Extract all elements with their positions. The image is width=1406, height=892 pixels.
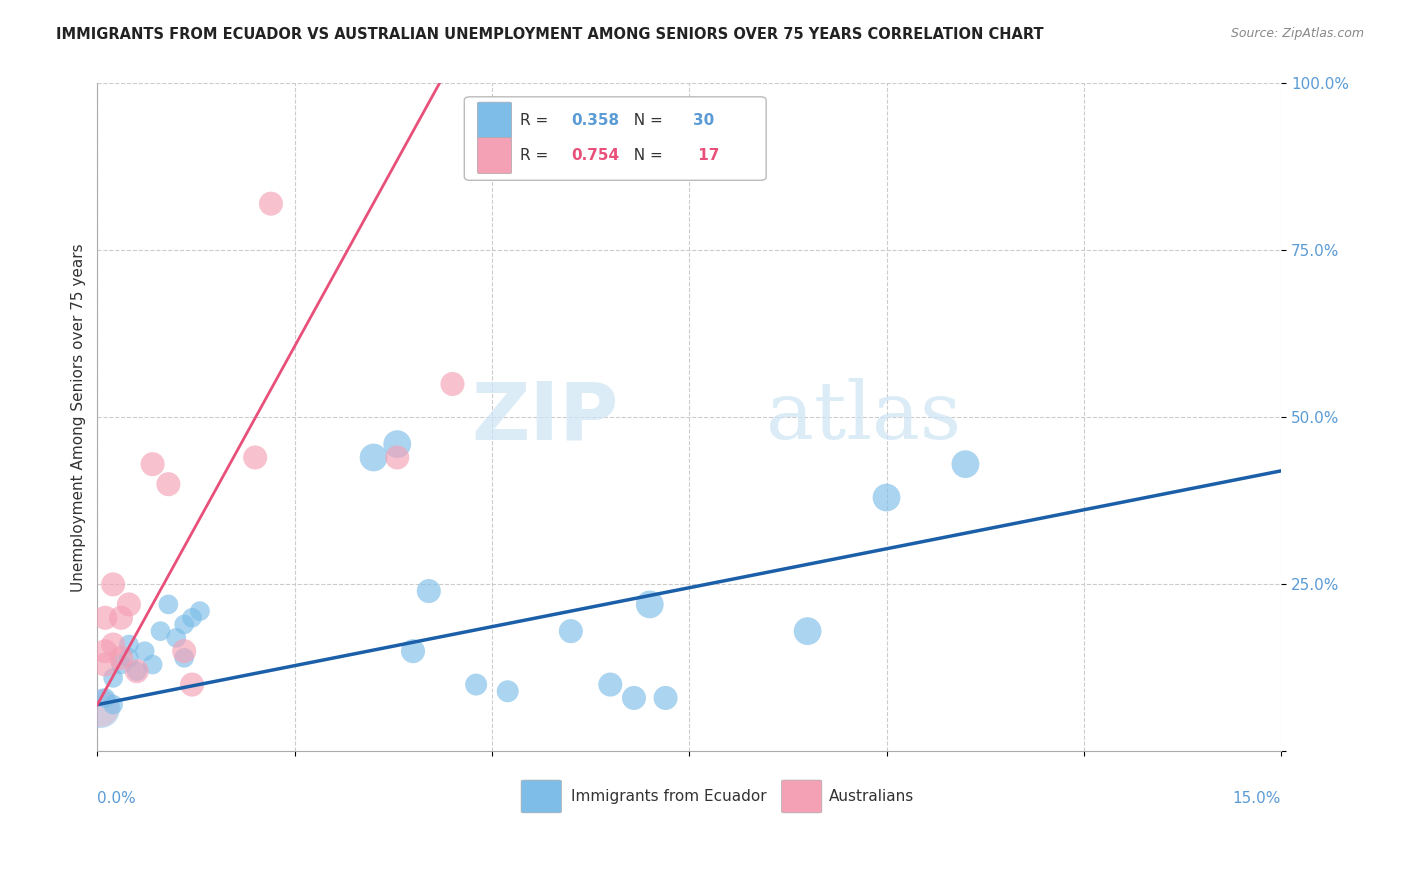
- Text: Australians: Australians: [830, 789, 914, 805]
- Point: [173, 617, 195, 632]
- Point: [94, 611, 117, 625]
- Point: [89, 701, 111, 715]
- Text: Immigrants from Ecuador: Immigrants from Ecuador: [571, 789, 766, 805]
- Point: [118, 598, 141, 612]
- Text: N =: N =: [624, 148, 668, 163]
- Point: [173, 651, 195, 665]
- Point: [110, 657, 132, 672]
- Point: [796, 624, 818, 639]
- Point: [173, 644, 195, 658]
- Text: 0.754: 0.754: [571, 148, 619, 163]
- Point: [142, 657, 165, 672]
- Point: [418, 584, 440, 599]
- Point: [623, 690, 645, 705]
- Point: [496, 684, 519, 698]
- Y-axis label: Unemployment Among Seniors over 75 years: Unemployment Among Seniors over 75 years: [72, 244, 86, 591]
- Point: [465, 677, 488, 691]
- Text: 15.0%: 15.0%: [1233, 791, 1281, 806]
- Point: [363, 450, 385, 465]
- Point: [110, 611, 132, 625]
- Point: [638, 598, 661, 612]
- Text: 0.0%: 0.0%: [97, 791, 136, 806]
- Point: [260, 196, 283, 211]
- Point: [387, 437, 409, 451]
- Point: [94, 644, 117, 658]
- Point: [110, 651, 132, 665]
- Point: [181, 677, 204, 691]
- Text: 0.358: 0.358: [571, 112, 619, 128]
- Point: [387, 450, 409, 465]
- Point: [101, 638, 124, 652]
- FancyBboxPatch shape: [477, 137, 512, 174]
- Point: [125, 664, 148, 678]
- FancyBboxPatch shape: [782, 780, 821, 813]
- Point: [955, 457, 977, 471]
- Text: IMMIGRANTS FROM ECUADOR VS AUSTRALIAN UNEMPLOYMENT AMONG SENIORS OVER 75 YEARS C: IMMIGRANTS FROM ECUADOR VS AUSTRALIAN UN…: [56, 27, 1043, 42]
- Text: 17: 17: [693, 148, 718, 163]
- Point: [118, 651, 141, 665]
- Point: [560, 624, 582, 639]
- Point: [599, 677, 621, 691]
- Point: [134, 644, 156, 658]
- FancyBboxPatch shape: [464, 97, 766, 180]
- Point: [118, 638, 141, 652]
- Point: [89, 701, 111, 715]
- Point: [142, 457, 165, 471]
- Point: [165, 631, 187, 645]
- Point: [188, 604, 211, 618]
- Text: N =: N =: [624, 112, 668, 128]
- Text: atlas: atlas: [766, 378, 962, 457]
- Point: [94, 657, 117, 672]
- Point: [94, 690, 117, 705]
- Text: R =: R =: [520, 112, 553, 128]
- FancyBboxPatch shape: [477, 103, 512, 138]
- Point: [402, 644, 425, 658]
- Point: [101, 698, 124, 712]
- Point: [101, 671, 124, 685]
- Point: [157, 477, 180, 491]
- Text: R =: R =: [520, 148, 553, 163]
- Point: [441, 377, 464, 392]
- Point: [125, 664, 148, 678]
- Point: [181, 611, 204, 625]
- Point: [149, 624, 172, 639]
- Text: 30: 30: [693, 112, 714, 128]
- Point: [243, 450, 266, 465]
- FancyBboxPatch shape: [522, 780, 561, 813]
- Point: [101, 577, 124, 591]
- Text: ZIP: ZIP: [471, 378, 619, 457]
- Text: Source: ZipAtlas.com: Source: ZipAtlas.com: [1230, 27, 1364, 40]
- Point: [654, 690, 676, 705]
- Point: [157, 598, 180, 612]
- Point: [876, 491, 898, 505]
